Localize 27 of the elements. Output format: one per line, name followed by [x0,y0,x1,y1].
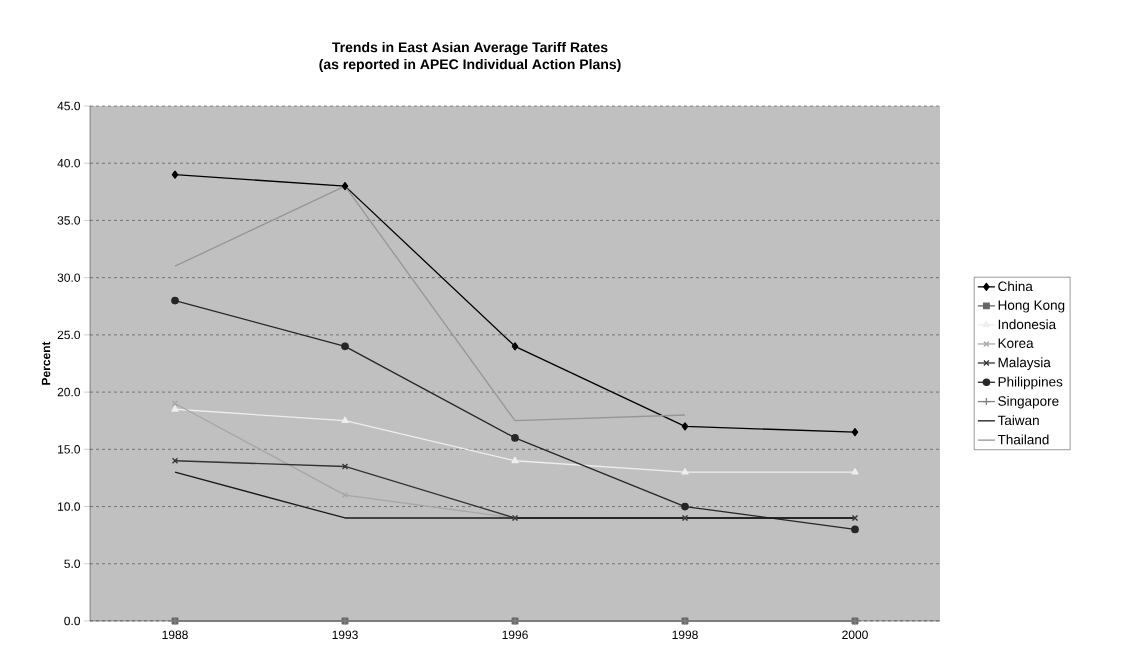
y-tick-label: 35.0 [57,216,81,225]
legend-label: China [998,281,1033,292]
y-tick-label: 0.0 [64,616,81,626]
x-tick-label: 1993 [332,630,358,640]
y-tick-label: 5.0 [64,559,81,568]
legend-label: Indonesia [998,319,1057,330]
x-tick-label: 1998 [672,630,698,640]
legend-label: Malaysia [998,357,1051,370]
legend-label: Taiwan [997,415,1039,426]
chart-subtitle: (as reported in APEC Individual Action Plans) [319,58,621,73]
y-tick-label: 15.0 [58,445,81,454]
legend-label: Hong Kong [998,300,1065,313]
chart-title: Trends in East Asian Average Tariff Rates [332,41,608,56]
y-tick-label: 40.0 [57,158,81,168]
x-tick-label: 1996 [502,630,528,640]
y-tick-label: 45.0 [57,101,81,111]
y-tick-label: 20.0 [57,387,81,397]
y-tick-label: 30.0 [57,273,81,282]
y-axis-title: Percent [41,341,51,385]
legend-label: Thailand [997,434,1049,445]
y-tick-label: 10.0 [58,502,81,511]
legend-label: Philippines [998,376,1063,390]
x-tick-label: 1988 [162,630,188,640]
legend-label: Singapore [998,395,1059,409]
y-tick-label: 25.0 [57,330,81,340]
legend-label: Korea [998,338,1034,348]
x-tick-label: 2000 [842,630,868,640]
